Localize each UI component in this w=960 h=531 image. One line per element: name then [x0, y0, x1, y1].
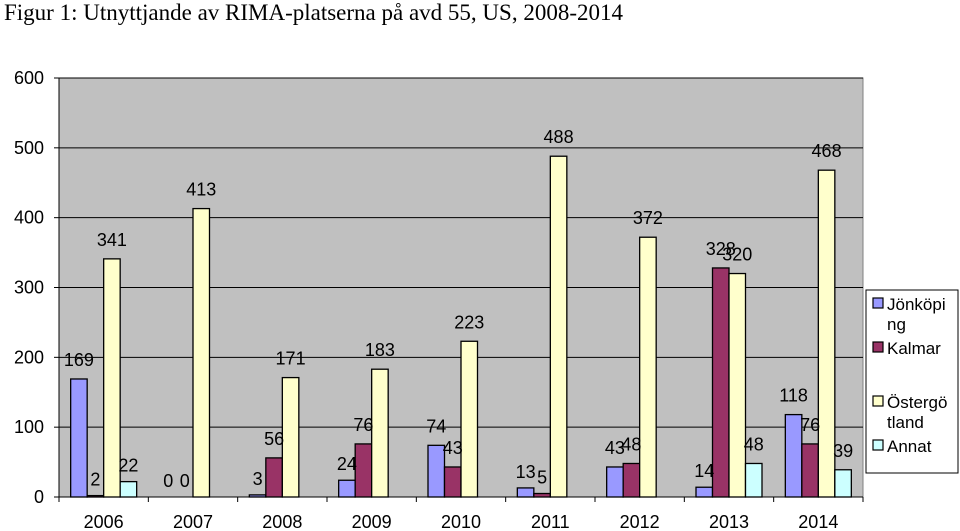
- y-tick-label: 0: [34, 487, 44, 507]
- data-label: 3: [253, 469, 263, 489]
- legend-swatch: [872, 341, 884, 353]
- legend-label: tland: [887, 413, 924, 432]
- x-tick-label: 2014: [798, 512, 838, 531]
- y-tick-label: 100: [14, 417, 44, 437]
- x-tick-label: 2013: [709, 512, 749, 531]
- legend-swatch: [872, 297, 884, 309]
- y-tick-label: 400: [14, 208, 44, 228]
- data-label: 118: [779, 386, 808, 406]
- bar: [119, 480, 138, 498]
- legend-label: ng: [887, 315, 906, 334]
- data-label: 223: [454, 312, 484, 332]
- legend-label: Annat: [887, 437, 932, 456]
- bar: [622, 462, 641, 498]
- data-label: 2: [90, 470, 100, 490]
- data-label: 24: [337, 454, 357, 474]
- data-label: 22: [118, 456, 138, 476]
- y-tick-label: 300: [14, 278, 44, 298]
- bar: [801, 443, 819, 498]
- bar: [606, 466, 624, 498]
- y-tick-label: 600: [14, 68, 44, 88]
- x-tick-label: 2010: [441, 512, 481, 531]
- x-tick-label: 2009: [352, 512, 392, 531]
- bar: [695, 486, 714, 498]
- data-label: 0: [163, 471, 173, 491]
- data-label: 56: [264, 429, 284, 449]
- data-label: 74: [426, 416, 446, 436]
- data-label: 488: [544, 127, 574, 147]
- bar: [103, 258, 121, 498]
- bar: [248, 494, 267, 498]
- bar: [817, 169, 836, 498]
- bar: [711, 267, 730, 498]
- legend-swatch: [872, 439, 884, 451]
- data-label: 183: [365, 340, 395, 360]
- bar: [265, 457, 283, 498]
- data-label: 76: [353, 415, 373, 435]
- bar: [516, 487, 535, 498]
- bar: [443, 466, 462, 498]
- data-label: 76: [800, 415, 820, 435]
- data-label: 328: [706, 239, 736, 259]
- bar: [639, 236, 657, 498]
- bar: [744, 462, 763, 498]
- bar: [549, 155, 568, 498]
- bar: [460, 340, 479, 498]
- y-tick-label: 500: [14, 138, 44, 158]
- x-tick-label: 2012: [620, 512, 660, 531]
- bar: [371, 368, 389, 498]
- bar: [192, 207, 211, 498]
- data-label: 0: [180, 471, 190, 491]
- data-label: 5: [537, 468, 547, 488]
- data-label: 341: [97, 230, 127, 250]
- bar: [86, 494, 105, 498]
- legend-label: Kalmar: [887, 339, 941, 358]
- bar: [728, 272, 747, 498]
- y-tick-label: 200: [14, 347, 44, 367]
- data-label: 43: [443, 438, 463, 458]
- data-label: 43: [605, 438, 625, 458]
- bar: [70, 378, 88, 498]
- bar: [338, 479, 356, 498]
- bar: [533, 492, 551, 498]
- bar: [834, 469, 852, 498]
- data-label: 13: [516, 462, 536, 482]
- data-label: 372: [633, 208, 663, 228]
- legend-label: Jönköpi: [887, 295, 946, 314]
- data-label: 320: [722, 245, 752, 265]
- legend-label: Östergö: [887, 393, 947, 412]
- data-label: 48: [621, 434, 641, 454]
- data-label: 48: [744, 434, 764, 454]
- data-label: 39: [833, 441, 853, 461]
- x-tick-label: 2008: [262, 512, 302, 531]
- x-tick-label: 2011: [531, 512, 570, 531]
- bar: [281, 376, 300, 498]
- x-tick-label: 2007: [173, 512, 213, 531]
- legend-swatch: [872, 395, 884, 407]
- data-label: 14: [694, 461, 714, 481]
- figure-title: Figur 1: Utnyttjande av RIMA-platserna p…: [4, 0, 623, 25]
- data-label: 413: [186, 180, 216, 200]
- data-label: 169: [64, 350, 94, 370]
- data-label: 468: [812, 141, 842, 161]
- data-label: 171: [276, 349, 306, 369]
- x-tick-label: 2006: [84, 512, 124, 531]
- bar: [354, 443, 373, 498]
